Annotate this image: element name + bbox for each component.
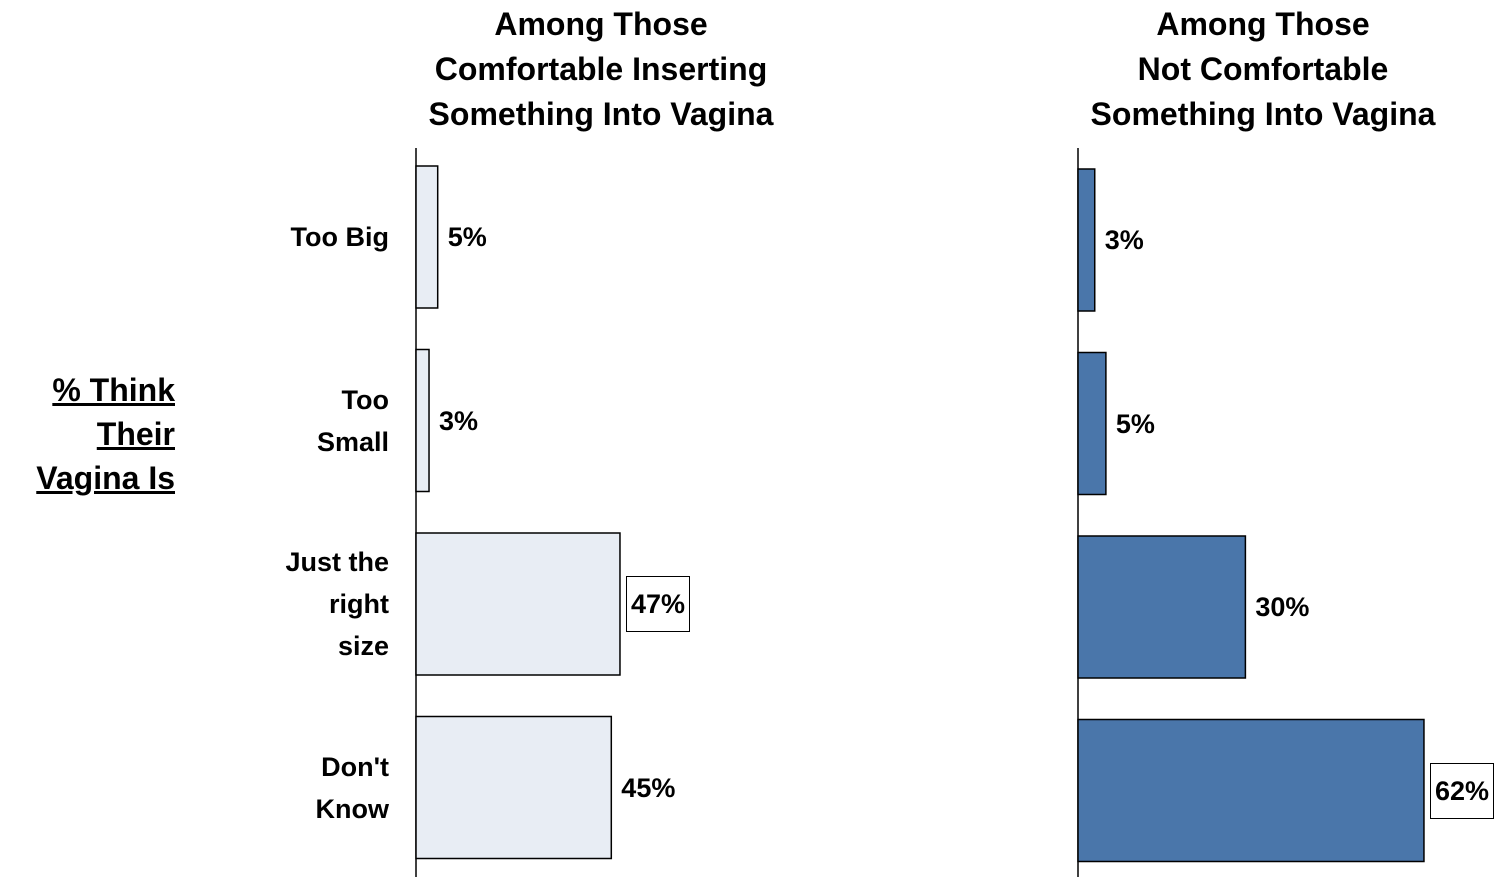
- chart-title: Among Those Not Comfortable Something In…: [1090, 6, 1436, 132]
- category-label: Too Big: [290, 222, 389, 252]
- value-label: 45%: [621, 772, 676, 803]
- chart-title: Among Those Comfortable Inserting Someth…: [428, 6, 774, 132]
- value-label: 62%: [1429, 762, 1494, 819]
- value-label: 5%: [1115, 408, 1155, 439]
- category-label: Too Small: [316, 384, 389, 457]
- bar: [415, 532, 621, 676]
- bar: [1077, 168, 1096, 312]
- value-label: 47%: [625, 576, 691, 632]
- bar: [415, 348, 430, 493]
- value-label: 30%: [1255, 592, 1310, 622]
- value-label: 5%: [447, 222, 487, 252]
- value-label: 3%: [439, 405, 479, 436]
- category-label: Don't Know: [315, 751, 390, 824]
- bar: [1077, 351, 1107, 496]
- side-label: % Think Their Vagina Is: [36, 372, 175, 496]
- category-label: Just the right size: [285, 547, 389, 661]
- bar: [1077, 718, 1425, 863]
- bar: [1077, 535, 1247, 679]
- bar: [415, 165, 439, 309]
- value-label: 3%: [1104, 225, 1144, 255]
- bar: [415, 715, 613, 860]
